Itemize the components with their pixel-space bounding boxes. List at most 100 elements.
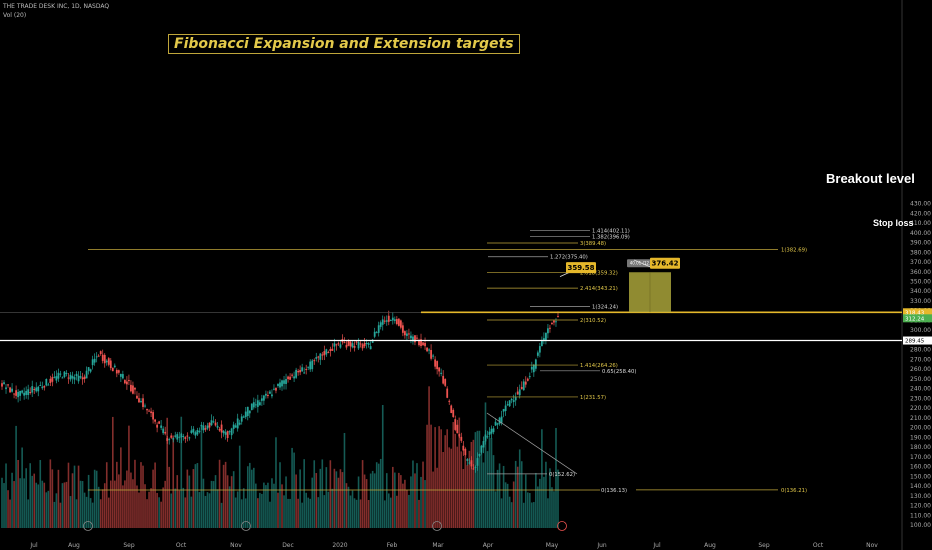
volume-bar [301,502,303,528]
volume-bar [9,499,11,528]
candle [144,405,146,407]
candle [176,434,179,440]
volume-bar [218,459,221,528]
event-marker-icon [557,521,567,531]
x-tick-label: Jul [652,542,661,549]
volume-bar [470,441,473,528]
volume-bar [248,462,251,528]
candle [412,336,414,342]
y-tick-label: 350.00 [910,279,931,286]
volume-bar [402,483,404,528]
y-tick-label: 180.00 [910,444,931,451]
candle [7,384,9,386]
x-tick-label: Aug [704,542,716,549]
candle [478,454,481,456]
volume-bar [452,422,455,528]
candle [434,359,437,367]
candle [45,379,48,386]
candle [113,365,116,368]
candle [450,405,453,413]
fib-expansion-label: 1.272(375.40) [550,255,588,261]
volume-bar [367,500,370,528]
candle [136,395,138,399]
candle [383,320,386,322]
candle [406,333,408,336]
chart-title: Fibonacci Expansion and Extension target… [168,34,520,54]
volume-bar [468,450,471,528]
volume-bar [97,486,100,528]
volume-bar [355,499,358,528]
candle [498,417,501,424]
volume-bar [182,487,185,528]
volume-bar [51,469,54,528]
candle [353,345,356,348]
candle [15,390,18,396]
candle [557,316,559,318]
volume-bar [124,480,126,528]
candle [146,408,148,411]
candle [438,367,441,372]
volume-bar [392,466,394,528]
candle [194,432,197,436]
volume-bar [206,492,209,528]
volume-bar [283,495,285,528]
candle [184,437,187,439]
volume-bar [551,487,553,528]
candle [69,374,72,380]
candle [414,335,416,343]
candle [420,339,422,346]
volume-bar [496,469,499,528]
candle [526,378,529,381]
volume-bar [424,480,426,528]
candle [37,386,40,392]
candle [99,351,102,355]
volume-bar [67,462,70,528]
volume-bar [486,451,489,528]
volume-bar [208,493,211,528]
candle [349,341,352,347]
candle [291,374,293,376]
candle [240,416,243,422]
volume-bar [531,502,533,528]
candle [323,351,326,356]
volume-bar [41,480,44,528]
volume-bar [29,463,32,528]
price-tag [903,336,932,345]
volume-bar [267,482,269,528]
y-tick-label: 160.00 [910,464,931,471]
volume-bar [81,481,84,528]
volume-bar [271,478,273,528]
x-tick-label: May [546,542,559,549]
volume-bar [307,497,310,528]
volume-bar [510,502,513,528]
volume-bar [59,502,62,528]
volume-bar [240,499,243,528]
volume-bar [518,449,521,528]
candle [367,343,370,345]
candle [520,386,523,390]
candle [79,376,82,378]
candle [73,377,76,380]
candle [273,388,275,390]
candle [510,398,513,401]
candle [357,341,360,349]
volume-bar [168,466,171,528]
y-tick-label: 220.00 [910,405,931,412]
volume-bar [222,464,225,528]
candle [132,385,134,394]
volume-bar [440,429,442,528]
volume-bar [160,501,162,528]
volume-bar [533,502,535,528]
volume-bar [107,497,110,528]
volume-indicator-label[interactable]: Vol (20) [3,12,27,19]
volume-bar [85,496,88,528]
candle [458,433,461,437]
volume-bar [319,468,322,528]
symbol-header[interactable]: THE TRADE DESK INC, 1D, NASDAQ [3,3,110,10]
candle [361,344,364,349]
candle [281,380,283,387]
candle [315,357,318,359]
y-tick-label: 150.00 [910,473,931,480]
candle [422,342,424,346]
